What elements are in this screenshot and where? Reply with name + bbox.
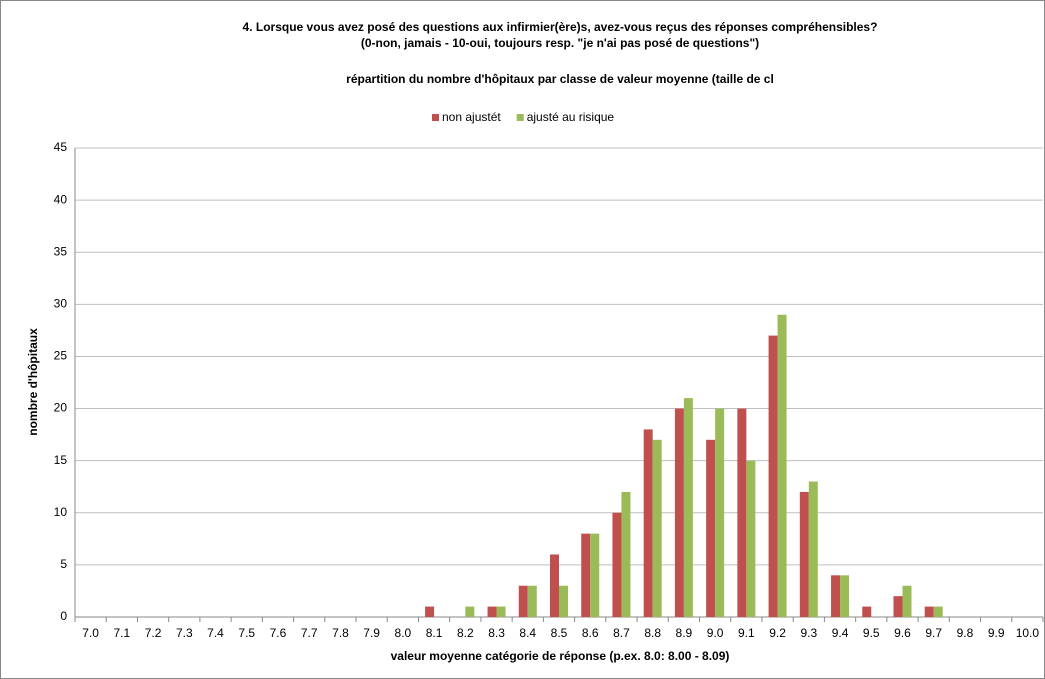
x-tick-label: 7.0 [82,626,99,640]
bar [902,585,912,617]
x-tick-label: 7.9 [363,626,380,640]
x-tick-label: 8.6 [582,626,599,640]
x-tick-label: 7.5 [238,626,255,640]
bar [933,606,943,617]
legend-swatch [432,114,439,121]
y-tick-label: 35 [54,244,68,258]
bar [612,512,622,617]
x-tick-label: 8.3 [488,626,505,640]
chart-title: 4. Lorsque vous avez posé des questions … [243,20,878,34]
x-tick-label: 8.4 [519,626,536,640]
x-tick-label: 8.0 [395,626,412,640]
y-tick-label: 0 [60,609,67,623]
chart-title: (0-non, jamais - 10-oui, toujours resp. … [361,36,759,50]
bar [465,606,475,617]
bar [643,429,653,617]
x-tick-label: 9.4 [832,626,849,640]
y-tick-label: 15 [54,453,68,467]
y-tick-label: 10 [54,505,68,519]
bar [840,575,850,617]
y-tick-label: 45 [54,140,68,154]
x-tick-label: 9.6 [894,626,911,640]
bar [518,585,528,617]
x-tick-label: 7.2 [145,626,162,640]
x-tick-label: 9.1 [738,626,755,640]
bar [559,585,568,617]
legend-label: non ajustét [442,110,501,124]
x-tick-label: 8.5 [551,626,568,640]
x-tick-label: 7.6 [270,626,287,640]
bar [768,335,778,617]
bar [550,554,559,617]
bar [924,606,934,617]
bar [527,585,537,617]
bar [831,575,841,617]
bar [737,408,747,617]
y-tick-label: 5 [60,557,67,571]
x-tick-label: 7.3 [176,626,193,640]
x-tick-label: 9.8 [957,626,974,640]
x-tick-label: 8.7 [613,626,630,640]
x-tick-label: 9.3 [800,626,817,640]
bar [777,314,787,617]
x-tick-label: 7.4 [207,626,224,640]
bar [808,481,818,617]
legend-label: ajusté au risique [527,110,615,124]
x-tick-label: 7.1 [113,626,130,640]
x-tick-label: 9.2 [769,626,786,640]
bar [683,398,693,617]
x-tick-label: 8.8 [644,626,661,640]
bar [706,439,716,617]
bar [581,533,591,617]
bar [652,439,662,617]
bar [590,533,600,617]
bar [893,596,903,617]
x-tick-label: 9.7 [925,626,942,640]
x-tick-label: 7.7 [301,626,318,640]
y-tick-label: 20 [54,401,68,415]
bar [496,606,506,617]
x-tick-label: 9.9 [988,626,1005,640]
bar [746,460,756,617]
y-axis-label: nombre d'hôpitaux [26,328,40,436]
bar [799,491,809,617]
x-axis-label: valeur moyenne catégorie de réponse (p.e… [391,649,730,663]
x-tick-label: 8.9 [676,626,693,640]
x-tick-label: 8.1 [426,626,443,640]
x-tick-label: 9.5 [863,626,880,640]
y-tick-label: 40 [54,192,68,206]
bar [487,606,497,617]
x-tick-label: 8.2 [457,626,474,640]
chart-subtitle: répartition du nombre d'hôpitaux par cla… [346,72,774,86]
x-tick-label: 10.0 [1016,626,1040,640]
bar [674,408,684,617]
y-tick-label: 25 [54,349,68,363]
bar [715,408,725,617]
bar [425,606,435,617]
x-tick-label: 9.0 [707,626,724,640]
legend-swatch [516,114,524,121]
y-tick-label: 30 [54,297,68,311]
bar [621,491,631,617]
bar [862,606,872,617]
x-tick-label: 7.8 [332,626,349,640]
